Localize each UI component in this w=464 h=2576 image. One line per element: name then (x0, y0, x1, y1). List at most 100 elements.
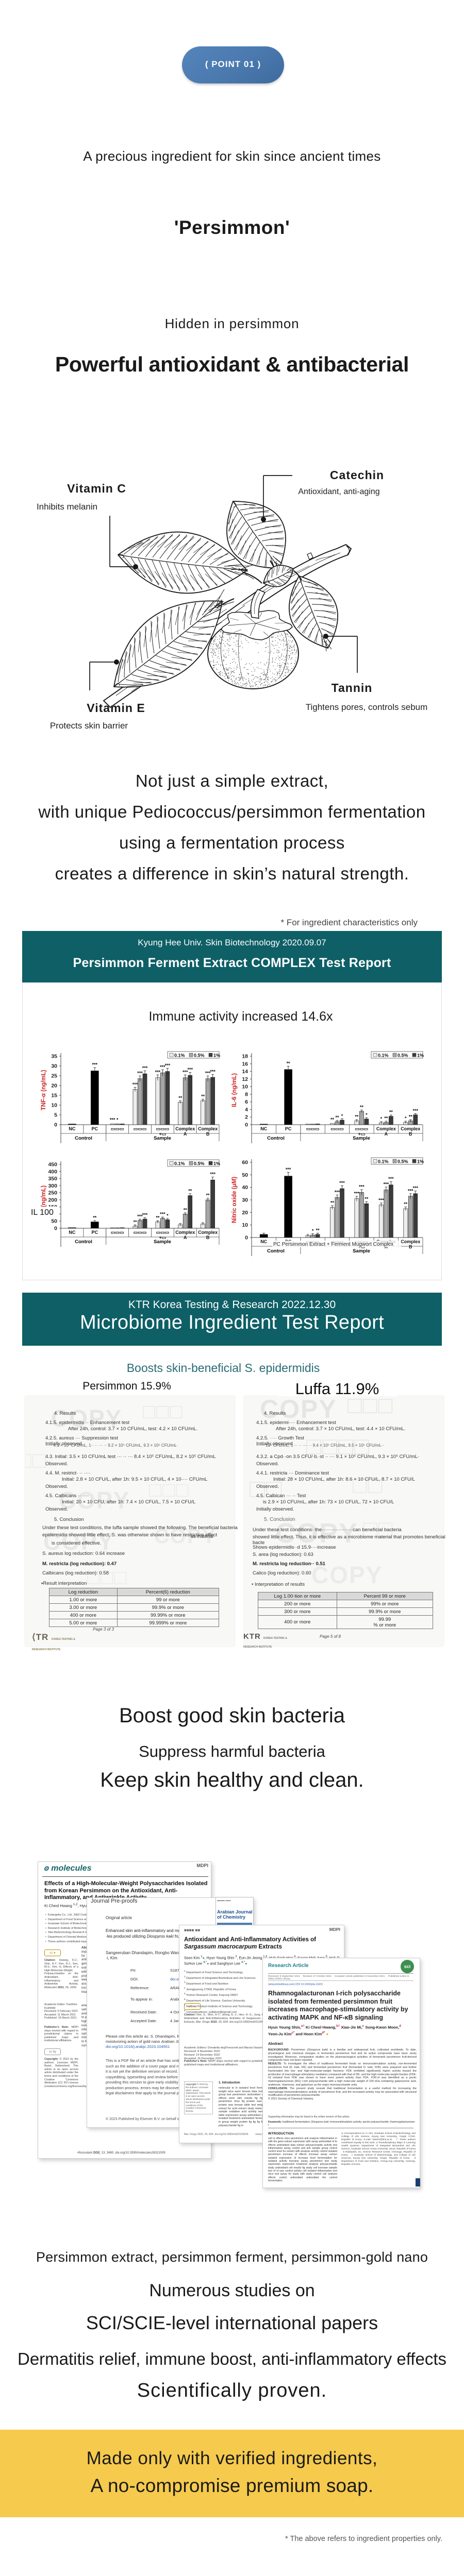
svg-text:*: * (366, 1112, 368, 1117)
svg-text:***: *** (210, 1069, 216, 1074)
svg-text:***: *** (160, 1212, 165, 1217)
svg-text:**: ** (335, 1115, 339, 1120)
svg-text:***: *** (205, 1071, 211, 1076)
svg-text:B: B (409, 1244, 412, 1249)
svg-text:35: 35 (51, 1054, 57, 1060)
svg-text:Complex: Complex (175, 1230, 195, 1235)
svg-text:2: 2 (245, 1114, 248, 1121)
svg-text:***: *** (132, 1082, 138, 1087)
svg-text:***: *** (378, 1197, 384, 1202)
svg-text:NC: NC (260, 1126, 267, 1131)
svg-text:Control: Control (267, 1248, 285, 1254)
svg-text:**: ** (330, 1200, 335, 1206)
svg-text:***: *** (142, 1212, 148, 1217)
svg-text:▭▭▭: ▭▭▭ (111, 1126, 124, 1131)
svg-text:▭▭▭: ▭▭▭ (134, 1230, 147, 1235)
svg-text:PC: PC (285, 1126, 292, 1131)
svg-text:***: *** (187, 1067, 193, 1072)
svg-text:Sample: Sample (353, 1136, 370, 1141)
svg-text:NC: NC (260, 1239, 267, 1244)
svg-text:***: *** (335, 1190, 340, 1195)
svg-text:**: ** (188, 1188, 192, 1193)
svg-text:**: ** (93, 1215, 97, 1221)
svg-text:***: *** (155, 1070, 161, 1075)
svg-text:***: *** (286, 1167, 291, 1172)
svg-text:▭▭▭: ▭▭▭ (355, 1126, 369, 1131)
svg-text:**: ** (178, 1095, 183, 1100)
svg-text:A: A (184, 1131, 187, 1137)
svg-text:*: * (380, 1116, 383, 1121)
svg-text:**: ** (389, 1110, 393, 1115)
svg-text:+▭: +▭ (358, 1131, 366, 1137)
svg-text:(ng/mL): (ng/mL) (41, 1185, 47, 1207)
svg-text:6: 6 (245, 1099, 248, 1105)
svg-text:**: ** (206, 1193, 210, 1198)
svg-text:Complex: Complex (376, 1126, 396, 1131)
svg-text:***: *** (165, 1063, 171, 1068)
svg-text:0.5%: 0.5% (194, 1161, 205, 1166)
svg-text:*: * (312, 1228, 314, 1233)
svg-text:20: 20 (242, 1210, 248, 1216)
svg-text:**: ** (287, 1061, 291, 1066)
svg-text:PC Persimmon Extract + Fermen: PC Persimmon Extract + Ferment Mugwort C… (273, 1242, 393, 1247)
svg-text:0.1%: 0.1% (174, 1053, 185, 1058)
svg-text:A: A (385, 1131, 388, 1137)
svg-text:Sample: Sample (154, 1239, 171, 1245)
svg-text:15: 15 (51, 1093, 57, 1099)
svg-text:***: *** (92, 1062, 98, 1067)
svg-text:250: 250 (48, 1190, 57, 1196)
svg-text:▭▭▭: ▭▭▭ (156, 1230, 170, 1235)
svg-text:***: *** (142, 1065, 148, 1071)
svg-text:▭▭▭: ▭▭▭ (111, 1230, 124, 1235)
svg-text:**: ** (316, 1228, 320, 1233)
svg-text:+▭: +▭ (159, 1235, 167, 1240)
svg-text:8: 8 (245, 1091, 248, 1097)
svg-text:***: *** (388, 1176, 394, 1181)
svg-text:*: * (341, 1113, 343, 1118)
svg-text:1%: 1% (213, 1053, 220, 1058)
svg-text:1%: 1% (213, 1161, 220, 1166)
svg-text:***: *** (359, 1184, 364, 1190)
svg-text:**: ** (184, 1207, 188, 1212)
svg-text:***: *** (137, 1071, 143, 1076)
svg-text:0.1%: 0.1% (378, 1053, 389, 1058)
svg-text:50: 50 (242, 1172, 248, 1178)
svg-text:Complex: Complex (401, 1126, 420, 1131)
svg-text:50: 50 (51, 1218, 57, 1225)
svg-text:200: 200 (48, 1197, 57, 1203)
svg-text:**: ** (360, 1105, 364, 1110)
svg-text:0: 0 (54, 1226, 57, 1232)
svg-text:Complex: Complex (198, 1230, 218, 1235)
svg-text:0: 0 (245, 1235, 248, 1241)
svg-text:Control: Control (75, 1136, 92, 1141)
svg-text:PC: PC (92, 1126, 98, 1131)
svg-text:40: 40 (242, 1184, 248, 1191)
svg-text:10: 10 (242, 1222, 248, 1228)
svg-text:10: 10 (51, 1103, 57, 1109)
svg-text:*: * (167, 1213, 169, 1218)
svg-text:***: *** (160, 1064, 165, 1070)
svg-text:16: 16 (242, 1061, 248, 1067)
svg-text:4: 4 (245, 1107, 248, 1113)
svg-text:**: ** (156, 1215, 160, 1221)
svg-text:0.1%: 0.1% (174, 1161, 185, 1166)
svg-text:**: ** (133, 1219, 137, 1225)
svg-text:IL-6 (ng/mL): IL-6 (ng/mL) (231, 1073, 238, 1107)
svg-text:450: 450 (48, 1162, 57, 1168)
svg-text:**: ** (355, 1114, 359, 1120)
svg-text:12: 12 (242, 1076, 248, 1082)
svg-text:NC: NC (69, 1230, 75, 1235)
svg-text:400: 400 (48, 1168, 57, 1175)
svg-text:0: 0 (54, 1122, 57, 1128)
svg-text:Nitric oxide (μM): Nitric oxide (μM) (231, 1177, 238, 1223)
svg-text:350: 350 (48, 1176, 57, 1182)
svg-text:***: *** (110, 1117, 115, 1123)
svg-text:0.5%: 0.5% (397, 1053, 408, 1058)
svg-text:***: *** (413, 1108, 419, 1113)
svg-text:20: 20 (51, 1083, 57, 1089)
svg-text:IL 100: IL 100 (31, 1208, 54, 1217)
svg-text:B: B (206, 1235, 210, 1240)
svg-text:**: ** (404, 1201, 408, 1207)
svg-text:25: 25 (51, 1073, 57, 1079)
svg-text:0: 0 (245, 1122, 248, 1128)
